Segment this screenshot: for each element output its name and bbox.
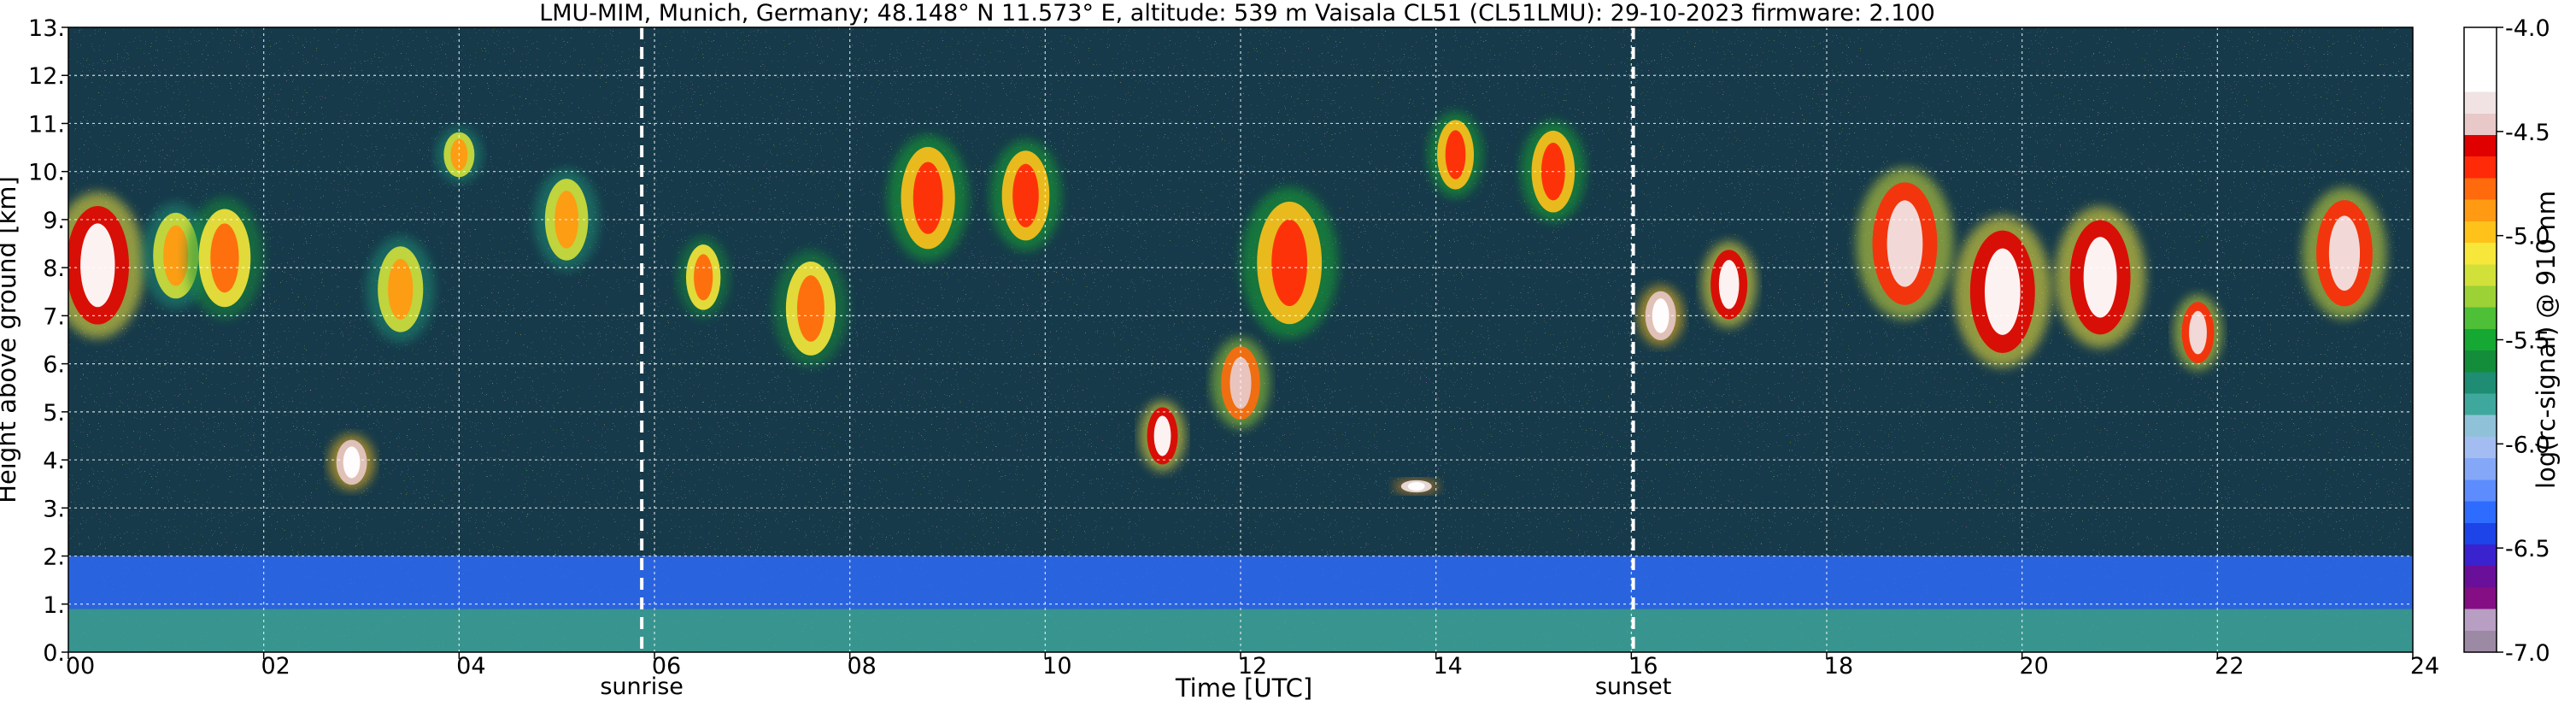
cloud-core [1887, 200, 1923, 287]
y-tick-label: 7. [43, 303, 65, 330]
cloud-core [343, 446, 361, 479]
cloud-core [912, 162, 943, 234]
y-tick-label: 13. [28, 15, 65, 42]
cloud-core [796, 275, 824, 342]
x-tick-label: 10 [1042, 653, 1071, 680]
cloud-core [1271, 219, 1308, 307]
grid [68, 27, 2413, 652]
y-tick-label: 10. [28, 160, 65, 186]
y-tick-label: 1. [43, 592, 65, 619]
cloud-core [1718, 260, 1740, 309]
y-tick-label: 0. [43, 640, 65, 667]
y-tick-label: 12. [28, 63, 65, 90]
chart-title: LMU-MIM, Munich, Germany; 48.148° N 11.5… [539, 0, 1935, 26]
colorbar-tick-label: -6.5 [2505, 536, 2550, 562]
y-tick-label: 8. [43, 256, 65, 282]
x-tick-label: 00 [66, 653, 95, 680]
x-tick-label: 24 [2410, 653, 2439, 680]
cloud-core [694, 254, 713, 301]
colorbar-tick-label: -7.0 [2505, 640, 2550, 667]
x-tick-label: 12 [1238, 653, 1267, 680]
y-axis-label: Height above ground [km] [0, 176, 21, 503]
cloud-core [2328, 215, 2361, 291]
sun-event-labels: sunrise sunset [600, 674, 1671, 700]
x-tick-label: 14 [1433, 653, 1462, 680]
cloud-core [1445, 130, 1466, 179]
colorbar-tick-label: -5.0 [2505, 224, 2550, 250]
y-tick-label: 3. [43, 496, 65, 522]
cloud-core [1012, 163, 1039, 227]
colorbar-tick-label: -6.0 [2505, 432, 2550, 458]
cloud-core [1984, 248, 2021, 335]
y-tick-label: 11. [28, 111, 65, 138]
cloud-core [388, 259, 414, 320]
plot-area [67, 26, 2414, 653]
cloud-core [210, 223, 239, 293]
cloud-core [1407, 481, 1425, 491]
aerosol-layer [68, 556, 2413, 609]
x-tick-label: 22 [2215, 653, 2244, 680]
x-axis: 00 02 04 06 08 10 12 14 16 18 20 22 24 [66, 652, 2439, 680]
colorbar: -7.0 -6.5 -6.0 -5.5 -5.0 -4.5 -4.0 log(rc-sign… [2463, 15, 2561, 667]
colorbar-tick-label: -4.0 [2505, 15, 2550, 42]
y-axis: 0. 1. 2. 3. 4. 5. 6. 7. 8. 9. 10. 11. 12. 13. [28, 15, 68, 667]
x-tick-label: 20 [2019, 653, 2048, 680]
x-tick-label: 02 [261, 653, 290, 680]
cloud-core [2083, 237, 2117, 318]
y-tick-label: 5. [43, 400, 65, 427]
sun-events [640, 27, 1635, 652]
cloud-core [80, 223, 115, 308]
colorbar-label: log(rc-signal) @ 910 nm [2532, 191, 2561, 489]
x-axis-label: Time [UTC] [1175, 674, 1312, 703]
y-tick-label: 9. [43, 208, 65, 234]
colorbar-ticks: -7.0 -6.5 -6.0 -5.5 -5.0 -4.5 -4.0 [2497, 15, 2550, 667]
y-tick-label: 4. [43, 448, 65, 474]
cloud-core [1229, 356, 1252, 409]
colorbar-gradient [2463, 26, 2497, 653]
cloud-returns [68, 111, 2387, 494]
x-tick-label: 18 [1824, 653, 1853, 680]
cloud-core [2189, 310, 2207, 355]
colorbar-tick-label: -5.5 [2505, 328, 2550, 355]
sun-event-label: sunrise [600, 674, 684, 700]
y-tick-label: 6. [43, 352, 65, 379]
x-tick-label: 16 [1628, 653, 1658, 680]
cloud-core [1153, 415, 1171, 456]
sun-event-label: sunset [1595, 674, 1672, 700]
x-tick-label: 08 [847, 653, 876, 680]
x-tick-label: 04 [456, 653, 485, 680]
colorbar-tick-label: -4.5 [2505, 120, 2550, 146]
x-tick-label: 06 [652, 653, 681, 680]
cloud-core [163, 225, 189, 286]
y-tick-label: 2. [43, 544, 65, 571]
